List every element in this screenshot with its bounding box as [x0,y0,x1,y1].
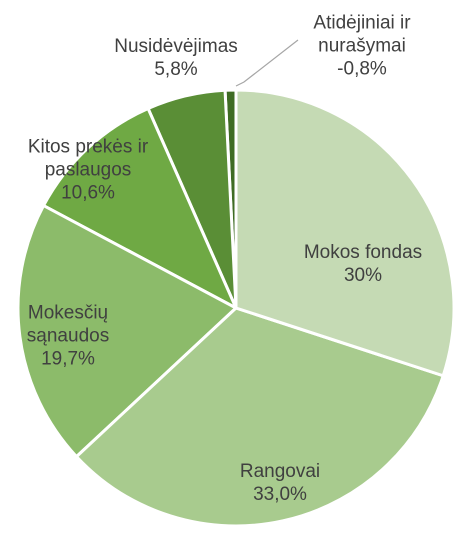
slice-label: Mokesčių sąnaudos 19,7% [18,302,118,371]
category-label: Mokesčių sąnaudos [26,302,110,347]
category-label: Atidėjiniai ir nurašymai [313,12,411,57]
pie-slice [16,203,239,459]
pie-slice [74,306,446,528]
value-label: 19,7% [41,348,95,370]
category-label: Mokos fondas [303,242,423,263]
slice-label: Atidėjiniai ir nurašymai -0,8% [302,12,422,81]
category-label: Nusidėvėjimas [114,36,238,57]
slice-label: Nusidėvėjimas 5,8% [91,35,261,81]
pie-slice [41,106,240,312]
category-label: Kitos prekės ir paslaugos [27,136,149,181]
slice-label: Rangovai 33,0% [200,460,360,506]
value-label: 10,6% [61,182,115,204]
value-label: 30% [343,265,383,286]
slice-label: Kitos prekės ir paslaugos 10,6% [8,136,168,205]
value-label: 5,8% [154,59,198,80]
leader-line [235,39,299,87]
slice-label: Mokos fondas 30% [283,241,443,287]
value-label: -0,8% [337,58,387,80]
value-label: 33,0% [253,484,307,505]
category-label: Rangovai [239,461,321,482]
pie-slice [234,88,455,378]
